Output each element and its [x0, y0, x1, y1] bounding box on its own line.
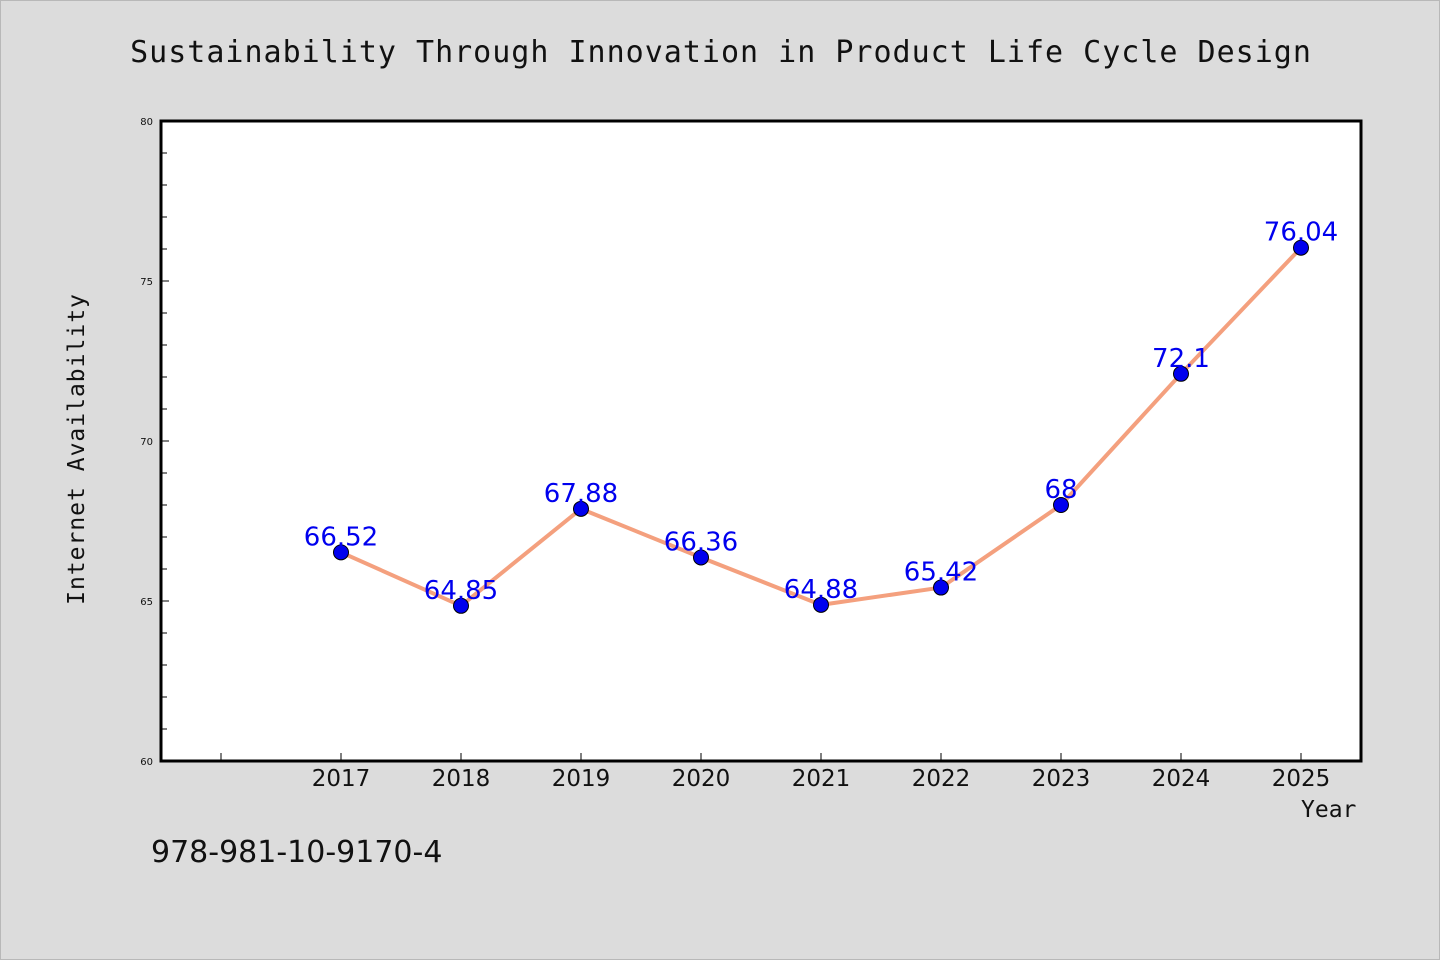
data-point [933, 579, 949, 596]
x-tick-label: 2020 [672, 766, 731, 792]
x-tick-label: 2021 [792, 766, 851, 792]
data-label: 66.36 [664, 527, 738, 557]
x-axis-ticks: 2017 2018 2019 2020 2021 2022 2023 2024 2025 [220, 753, 1331, 792]
y-tick-label: 65 [140, 597, 153, 608]
y-tick-label: 75 [140, 277, 153, 288]
x-tick-label: 2024 [1152, 766, 1211, 792]
data-point [1293, 239, 1309, 256]
x-tick-label: 2023 [1032, 766, 1091, 792]
data-label: 65.42 [904, 558, 978, 588]
y-tick-label: 80 [140, 117, 153, 128]
x-axis-label: Year [1301, 797, 1357, 823]
data-label: 76.04 [1264, 218, 1338, 248]
plot-area [159, 119, 1363, 763]
x-tick-label: 2019 [552, 766, 611, 792]
x-tick-label: 2017 [312, 766, 371, 792]
x-tick-label: 2025 [1272, 766, 1331, 792]
data-markers [333, 239, 1309, 614]
isbn-annotation: 978-981-10-9170-4 [151, 835, 443, 870]
data-point [1173, 365, 1189, 382]
y-tick-label: 70 [140, 437, 153, 448]
data-label: 72.1 [1152, 344, 1210, 374]
data-point [333, 544, 349, 561]
data-point [693, 549, 709, 566]
data-label: 66.52 [304, 522, 378, 552]
y-tick-label: 60 [140, 757, 153, 768]
x-tick-label: 2018 [432, 766, 491, 792]
data-label: 64.88 [784, 575, 858, 605]
data-point [813, 596, 829, 613]
chart-title: Sustainability Through Innovation in Pro… [130, 35, 1312, 70]
x-tick-label: 2022 [912, 766, 971, 792]
data-point [1053, 497, 1069, 513]
data-label: 64.85 [424, 576, 498, 606]
y-axis-ticks: 60 65 70 75 80 [140, 117, 169, 768]
data-label: 67.88 [544, 479, 618, 509]
data-point [573, 500, 589, 517]
data-label: 68 [1044, 475, 1077, 505]
data-point [453, 597, 469, 614]
data-labels: 66.52 64.85 67.88 66.36 64.88 65.42 68 72.1 76.0… [304, 218, 1338, 606]
